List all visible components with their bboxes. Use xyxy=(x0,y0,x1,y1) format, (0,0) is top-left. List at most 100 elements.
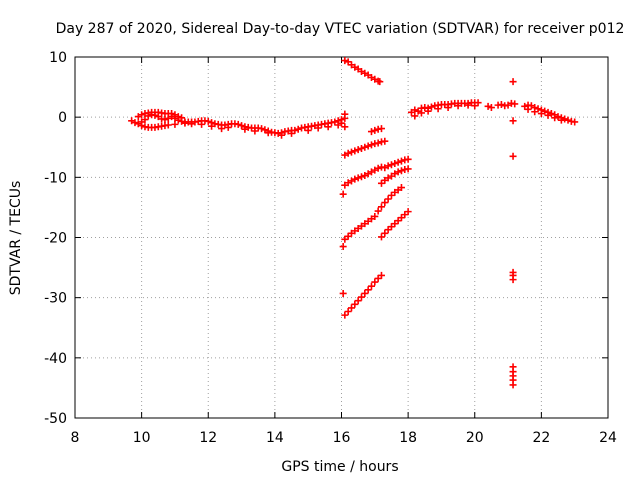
data-point xyxy=(241,125,249,133)
grid-lines xyxy=(75,57,608,418)
x-tick-label: 18 xyxy=(399,430,417,446)
data-point xyxy=(387,161,395,169)
data-point xyxy=(381,199,389,207)
data-point xyxy=(341,311,349,319)
series-group xyxy=(509,78,517,389)
data-point xyxy=(374,139,382,147)
data-point xyxy=(384,195,392,203)
data-point xyxy=(484,102,492,110)
data-point xyxy=(264,129,272,137)
x-tick-label: 20 xyxy=(466,430,484,446)
data-point xyxy=(537,110,545,118)
data-point xyxy=(344,149,352,157)
data-point xyxy=(364,142,372,150)
data-point xyxy=(198,120,206,128)
data-point xyxy=(344,308,352,316)
data-point xyxy=(509,78,517,86)
data-point xyxy=(391,159,399,167)
data-point xyxy=(377,203,385,211)
data-point xyxy=(357,293,365,301)
data-point xyxy=(371,126,379,134)
data-point xyxy=(354,297,362,305)
data-point xyxy=(138,122,146,130)
data-point xyxy=(531,108,539,116)
data-point xyxy=(294,125,302,133)
data-point xyxy=(351,147,359,155)
x-tick-label: 8 xyxy=(71,430,80,446)
y-tick-label: -10 xyxy=(44,170,67,186)
x-tick-label: 12 xyxy=(199,430,217,446)
x-tick-label: 22 xyxy=(532,430,550,446)
y-tick-label: -30 xyxy=(44,291,67,307)
data-point xyxy=(288,129,296,137)
data-point xyxy=(371,212,379,220)
data-point xyxy=(571,118,579,126)
data-point xyxy=(509,152,517,160)
data-point xyxy=(161,116,169,124)
data-point xyxy=(557,116,565,124)
data-point xyxy=(404,155,412,163)
data-point xyxy=(411,106,419,114)
series-group xyxy=(341,137,389,159)
data-point xyxy=(397,184,405,192)
series-group xyxy=(339,190,347,297)
y-tick-label: -40 xyxy=(44,351,67,367)
data-point xyxy=(361,289,369,297)
data-point xyxy=(381,229,389,237)
data-point xyxy=(347,148,355,156)
data-point xyxy=(381,137,389,145)
data-point xyxy=(258,125,266,133)
data-point xyxy=(434,105,442,113)
data-point xyxy=(377,125,385,133)
data-point xyxy=(181,119,189,127)
data-point xyxy=(561,115,569,123)
data-point xyxy=(354,174,362,182)
data-point xyxy=(314,124,322,132)
data-point xyxy=(164,121,172,129)
data-point xyxy=(354,146,362,154)
data-point xyxy=(564,116,572,124)
data-point xyxy=(509,381,517,389)
data-point xyxy=(324,123,332,131)
x-tick-label: 16 xyxy=(333,430,351,446)
series-group xyxy=(134,108,349,139)
data-point xyxy=(384,162,392,170)
data-point xyxy=(339,289,347,297)
series-group xyxy=(377,208,412,241)
data-point xyxy=(394,158,402,166)
data-point xyxy=(138,111,146,119)
data-point xyxy=(497,101,505,109)
data-point xyxy=(339,190,347,198)
data-point xyxy=(417,109,425,117)
data-point xyxy=(444,104,452,112)
data-point xyxy=(471,102,479,110)
x-tick-label: 14 xyxy=(266,430,284,446)
data-point xyxy=(374,207,382,215)
data-point xyxy=(464,101,472,109)
data-point xyxy=(188,120,196,128)
data-point xyxy=(357,144,365,152)
data-point xyxy=(218,125,226,133)
data-point xyxy=(208,122,216,130)
series-group xyxy=(367,125,385,136)
data-point xyxy=(367,128,375,136)
data-point xyxy=(394,168,402,176)
data-point xyxy=(339,243,347,251)
data-point xyxy=(351,175,359,183)
data-point xyxy=(234,120,242,128)
data-point xyxy=(377,271,385,279)
data-point xyxy=(424,107,432,115)
x-tick-label: 10 xyxy=(133,430,151,446)
axis-ticks: 8 10 12 14 16 18 20 22 24 10 0 -10 -20 -30 -40 -50 xyxy=(44,50,617,446)
y-axis-label: SDTVAR / TECUs xyxy=(8,181,24,296)
series-group xyxy=(341,184,405,243)
data-point xyxy=(357,173,365,181)
data-point xyxy=(141,116,149,124)
data-point xyxy=(304,126,312,134)
data-point xyxy=(511,100,519,108)
data-point xyxy=(404,208,412,216)
data-point xyxy=(361,143,369,151)
data-point xyxy=(251,127,259,135)
data-point xyxy=(367,141,375,149)
